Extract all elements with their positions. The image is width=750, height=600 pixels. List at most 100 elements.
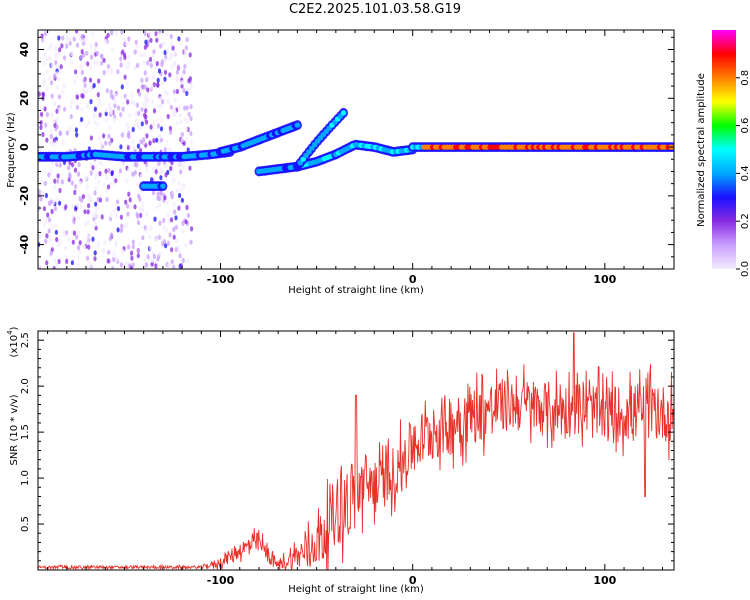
- spectrogram-noise-cell: [94, 201, 98, 207]
- spectrogram-noise-cell: [126, 211, 130, 217]
- spectrogram-noise-cell: [41, 131, 45, 138]
- spectrogram-noise-cell: [40, 178, 44, 184]
- spectrogram-noise-cell: [172, 264, 176, 269]
- spectrogram-noise-cell: [75, 94, 79, 100]
- spectrogram-noise-cell: [156, 32, 160, 38]
- spectrogram-noise-cell: [97, 96, 101, 102]
- spectrogram-noise-cell: [111, 180, 115, 186]
- spectrogram-noise-cell: [130, 99, 134, 105]
- snr-y-multiplier: (x104): [6, 326, 20, 357]
- spectrogram-noise-cell: [53, 257, 57, 263]
- spectrogram-noise-cell: [159, 190, 163, 196]
- spectrogram-noise-cell: [173, 51, 177, 57]
- spectrogram-noise-cell: [48, 45, 52, 51]
- spectrogram-noise-cell: [119, 62, 123, 68]
- spectrogram-noise-cell: [172, 201, 176, 208]
- spectrogram-panel: -100 0 100 -40 -20 0 20 40 Height of straight …: [6, 29, 675, 296]
- spectrogram-noise-cell: [186, 212, 190, 219]
- spectrogram-noise-cell: [182, 69, 186, 75]
- spectrogram-noise-cell: [169, 52, 173, 58]
- spectrogram-noise-cell: [131, 244, 135, 250]
- spectrogram-noise-cell: [177, 106, 181, 112]
- colorbar-gradient: [712, 30, 736, 269]
- spectrogram-noise-cell: [86, 240, 90, 246]
- spectrogram-noise-cell: [113, 103, 117, 109]
- spectrogram-noise-cell: [94, 221, 98, 227]
- spectrogram-noise-cell: [155, 61, 159, 67]
- x-tick-label: 0: [409, 273, 417, 286]
- spectrogram-noise-cell: [40, 111, 44, 117]
- spectrogram-noise-cell: [69, 114, 73, 120]
- spectrogram-noise-cell: [126, 132, 130, 138]
- spectrogram-noise-cell: [53, 73, 57, 79]
- spectrogram-noise-cell: [52, 184, 57, 190]
- spectrogram-noise-cell: [86, 233, 90, 239]
- spectrogram-noise-cell: [55, 196, 59, 202]
- spectrogram-noise-cell: [151, 98, 155, 105]
- spectrogram-noise-cell: [58, 68, 62, 74]
- spectrogram-noise-cell: [79, 204, 83, 210]
- spectrogram-noise-cell: [184, 126, 188, 132]
- spectrogram-noise-cell: [145, 167, 149, 173]
- spectrogram-noise-cell: [185, 90, 189, 96]
- spectrogram-noise-cell: [45, 112, 50, 118]
- spectrogram-track-cell: [306, 149, 312, 155]
- spectrogram-y-label: Frequency (Hz): [6, 112, 17, 188]
- spectrogram-noise-cell: [112, 207, 117, 213]
- spectrogram-noise-cell: [89, 65, 93, 71]
- spectrogram-noise-cell: [173, 108, 177, 114]
- spectrogram-noise-cell: [111, 266, 115, 269]
- spectrogram-noise-cell: [43, 180, 47, 186]
- spectrogram-noise-cell: [184, 137, 188, 143]
- spectrogram-noise-cell: [135, 162, 139, 168]
- x-tick-label: -100: [207, 273, 235, 286]
- spectrogram-noise-cell: [68, 174, 72, 180]
- spectrogram-noise-cell: [78, 248, 82, 255]
- spectrogram-noise-cell: [121, 248, 125, 254]
- spectrogram-noise-cell: [152, 58, 156, 64]
- spectrogram-noise-cell: [80, 106, 84, 112]
- spectrogram-noise-cell: [74, 69, 78, 75]
- spectrogram-noise-cell: [175, 238, 179, 244]
- spectrogram-noise-cell: [114, 30, 118, 36]
- spectrogram-noise-cell: [126, 126, 130, 132]
- colorbar-label: Normalized spectral amplitude: [696, 73, 707, 227]
- spectrogram-noise-cell: [54, 60, 58, 66]
- spectrogram-noise-cell: [114, 178, 118, 184]
- spectrogram-noise-cell: [108, 140, 112, 146]
- y-tick-label: 2.0: [20, 378, 31, 394]
- spectrogram-noise-cell: [189, 239, 193, 245]
- spectrogram-noise-cell: [53, 100, 57, 107]
- spectrogram-noise-cell: [138, 91, 142, 97]
- spectrogram-noise-cell: [158, 30, 162, 34]
- spectrogram-noise-cell: [151, 166, 155, 172]
- spectrogram-noise-cell: [149, 62, 153, 69]
- spectrogram-noise-cell: [136, 220, 141, 226]
- spectrogram-noise-cell: [175, 76, 179, 82]
- spectrogram-noise-cell: [139, 207, 143, 213]
- spectrogram-noise-cell: [152, 74, 156, 80]
- spectrogram-track-cell: [294, 164, 301, 170]
- spectrogram-noise-cell: [189, 83, 193, 90]
- spectrogram-noise-cell: [153, 236, 158, 242]
- spectrogram-noise-cell: [70, 180, 74, 186]
- snr-series-line: [38, 332, 674, 570]
- spectrogram-noise-cell: [131, 262, 135, 268]
- spectrogram-noise-cell: [183, 105, 187, 111]
- spectrogram-noise-cell: [48, 75, 52, 81]
- spectrogram-noise-cell: [44, 238, 48, 244]
- spectrogram-noise-cell: [180, 137, 184, 143]
- spectrogram-noise-cell: [75, 234, 79, 240]
- spectrogram-noise-cell: [59, 64, 63, 70]
- spectrogram-noise-cell: [93, 46, 97, 53]
- spectrogram-noise-cell: [80, 69, 84, 76]
- spectrogram-noise-cell: [87, 203, 91, 209]
- spectrogram-noise-cell: [165, 48, 170, 54]
- snr-multiplier-base: (x10: [9, 335, 20, 358]
- spectrogram-noise-cell: [102, 182, 106, 188]
- spectrogram-noise-cell: [149, 225, 153, 231]
- spectrogram-noise-cell: [95, 50, 100, 57]
- spectrogram-noise-cell: [75, 202, 79, 208]
- spectrogram-noise-cell: [97, 61, 101, 67]
- spectrogram-noise-cell: [87, 120, 91, 126]
